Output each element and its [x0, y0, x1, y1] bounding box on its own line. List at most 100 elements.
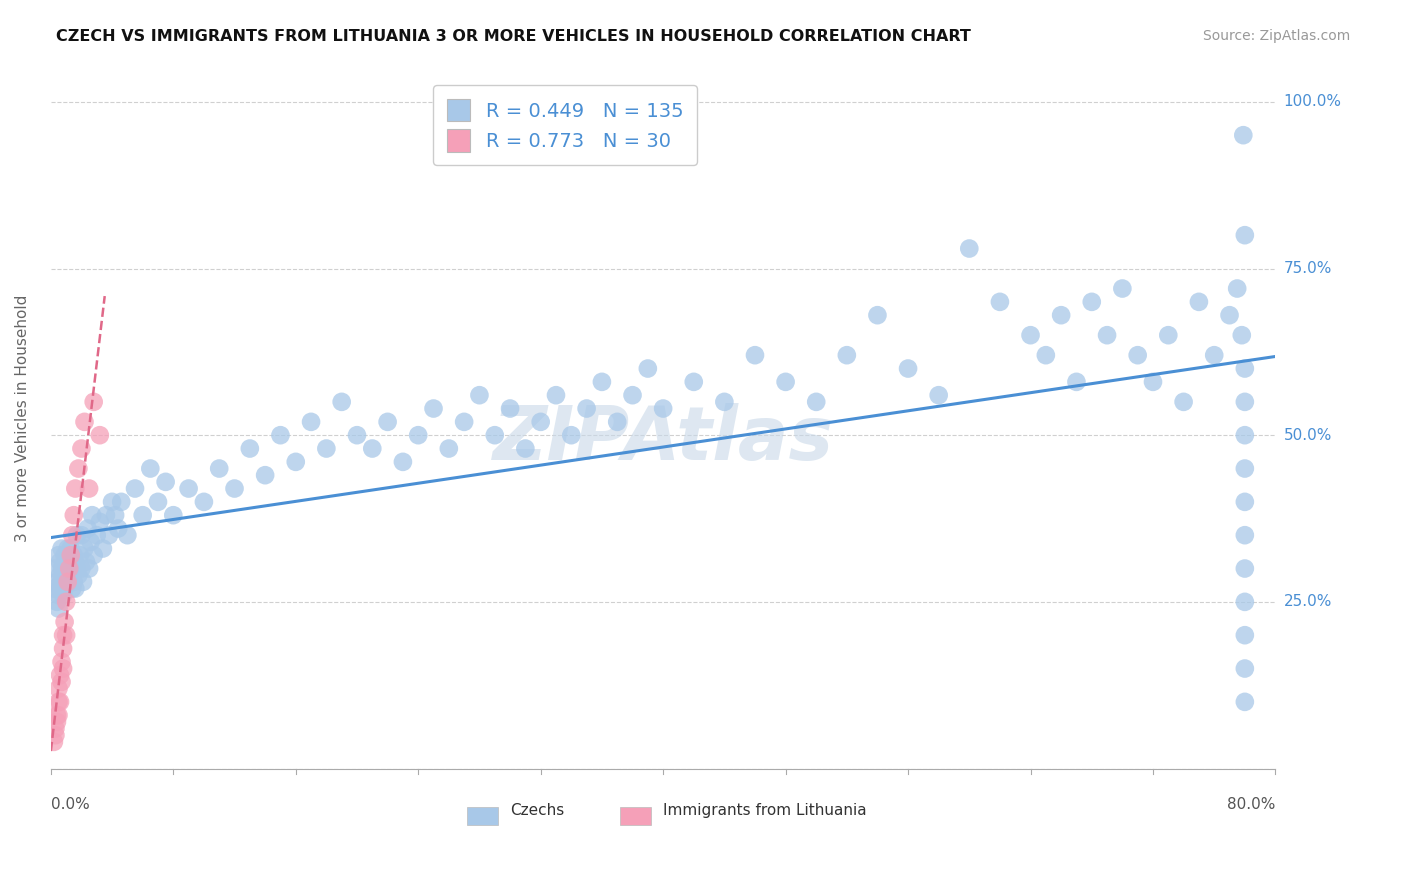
Y-axis label: 3 or more Vehicles in Household: 3 or more Vehicles in Household — [15, 295, 30, 542]
Point — [62, 574, 84, 589]
Point — [155, 475, 177, 489]
Point — [1204, 348, 1226, 362]
Point — [46, 714, 69, 729]
Point — [575, 401, 598, 416]
Point — [1233, 395, 1256, 409]
Point — [530, 415, 553, 429]
Point — [53, 548, 76, 562]
Point — [51, 574, 73, 589]
Point — [484, 428, 506, 442]
Point — [315, 442, 337, 456]
Point — [1230, 328, 1253, 343]
Point — [89, 515, 111, 529]
Point — [46, 708, 69, 723]
Point — [56, 574, 79, 589]
Point — [49, 695, 72, 709]
Point — [131, 508, 153, 523]
Point — [44, 728, 66, 742]
Point — [44, 561, 66, 575]
Point — [65, 482, 87, 496]
Point — [65, 582, 87, 596]
Point — [52, 641, 75, 656]
Point — [48, 601, 70, 615]
Point — [1233, 561, 1256, 575]
Point — [1157, 328, 1180, 343]
Point — [59, 568, 82, 582]
Point — [52, 628, 75, 642]
Text: Czechs: Czechs — [510, 803, 564, 818]
Point — [193, 495, 215, 509]
Point — [835, 348, 858, 362]
Point — [42, 582, 65, 596]
Point — [468, 388, 491, 402]
Point — [988, 294, 1011, 309]
FancyBboxPatch shape — [620, 807, 651, 824]
Point — [66, 561, 89, 575]
Point — [1233, 228, 1256, 243]
Text: 80.0%: 80.0% — [1227, 797, 1275, 812]
Point — [56, 561, 79, 575]
Point — [1233, 695, 1256, 709]
Point — [453, 415, 475, 429]
Point — [1142, 375, 1164, 389]
Point — [1233, 461, 1256, 475]
Point — [94, 508, 117, 523]
Point — [1233, 661, 1256, 675]
Point — [52, 588, 75, 602]
Point — [1233, 361, 1256, 376]
Point — [744, 348, 766, 362]
Text: CZECH VS IMMIGRANTS FROM LITHUANIA 3 OR MORE VEHICLES IN HOUSEHOLD CORRELATION C: CZECH VS IMMIGRANTS FROM LITHUANIA 3 OR … — [56, 29, 972, 44]
Point — [361, 442, 384, 456]
Point — [406, 428, 429, 442]
Point — [98, 528, 121, 542]
Point — [621, 388, 644, 402]
Point — [55, 595, 77, 609]
Point — [1226, 281, 1249, 295]
Point — [58, 555, 80, 569]
Point — [60, 582, 83, 596]
Point — [77, 561, 100, 575]
Point — [866, 308, 889, 322]
Point — [560, 428, 582, 442]
Point — [75, 555, 97, 569]
Point — [70, 528, 93, 542]
Point — [254, 468, 277, 483]
Point — [1233, 428, 1256, 442]
Point — [55, 555, 77, 569]
Point — [1173, 395, 1195, 409]
Point — [499, 401, 522, 416]
Text: Source: ZipAtlas.com: Source: ZipAtlas.com — [1202, 29, 1350, 43]
Point — [46, 574, 69, 589]
Point — [346, 428, 368, 442]
Point — [44, 722, 66, 736]
Point — [606, 415, 628, 429]
Point — [107, 522, 129, 536]
Legend: R = 0.449   N = 135, R = 0.773   N = 30: R = 0.449 N = 135, R = 0.773 N = 30 — [433, 86, 697, 165]
Point — [86, 528, 108, 542]
Point — [77, 482, 100, 496]
Point — [69, 548, 91, 562]
Point — [1050, 308, 1073, 322]
Point — [146, 495, 169, 509]
Point — [53, 615, 76, 629]
Point — [208, 461, 231, 475]
Point — [104, 508, 127, 523]
Point — [1095, 328, 1118, 343]
Text: 100.0%: 100.0% — [1284, 95, 1341, 110]
Text: 50.0%: 50.0% — [1284, 427, 1331, 442]
Point — [224, 482, 246, 496]
Point — [46, 595, 69, 609]
FancyBboxPatch shape — [467, 807, 498, 824]
Point — [42, 735, 65, 749]
Point — [177, 482, 200, 496]
Point — [637, 361, 659, 376]
Point — [957, 242, 980, 256]
Point — [58, 561, 80, 575]
Point — [49, 582, 72, 596]
Point — [73, 541, 96, 556]
Point — [51, 561, 73, 575]
Point — [1081, 294, 1104, 309]
Point — [89, 428, 111, 442]
Text: 0.0%: 0.0% — [51, 797, 90, 812]
Point — [49, 555, 72, 569]
